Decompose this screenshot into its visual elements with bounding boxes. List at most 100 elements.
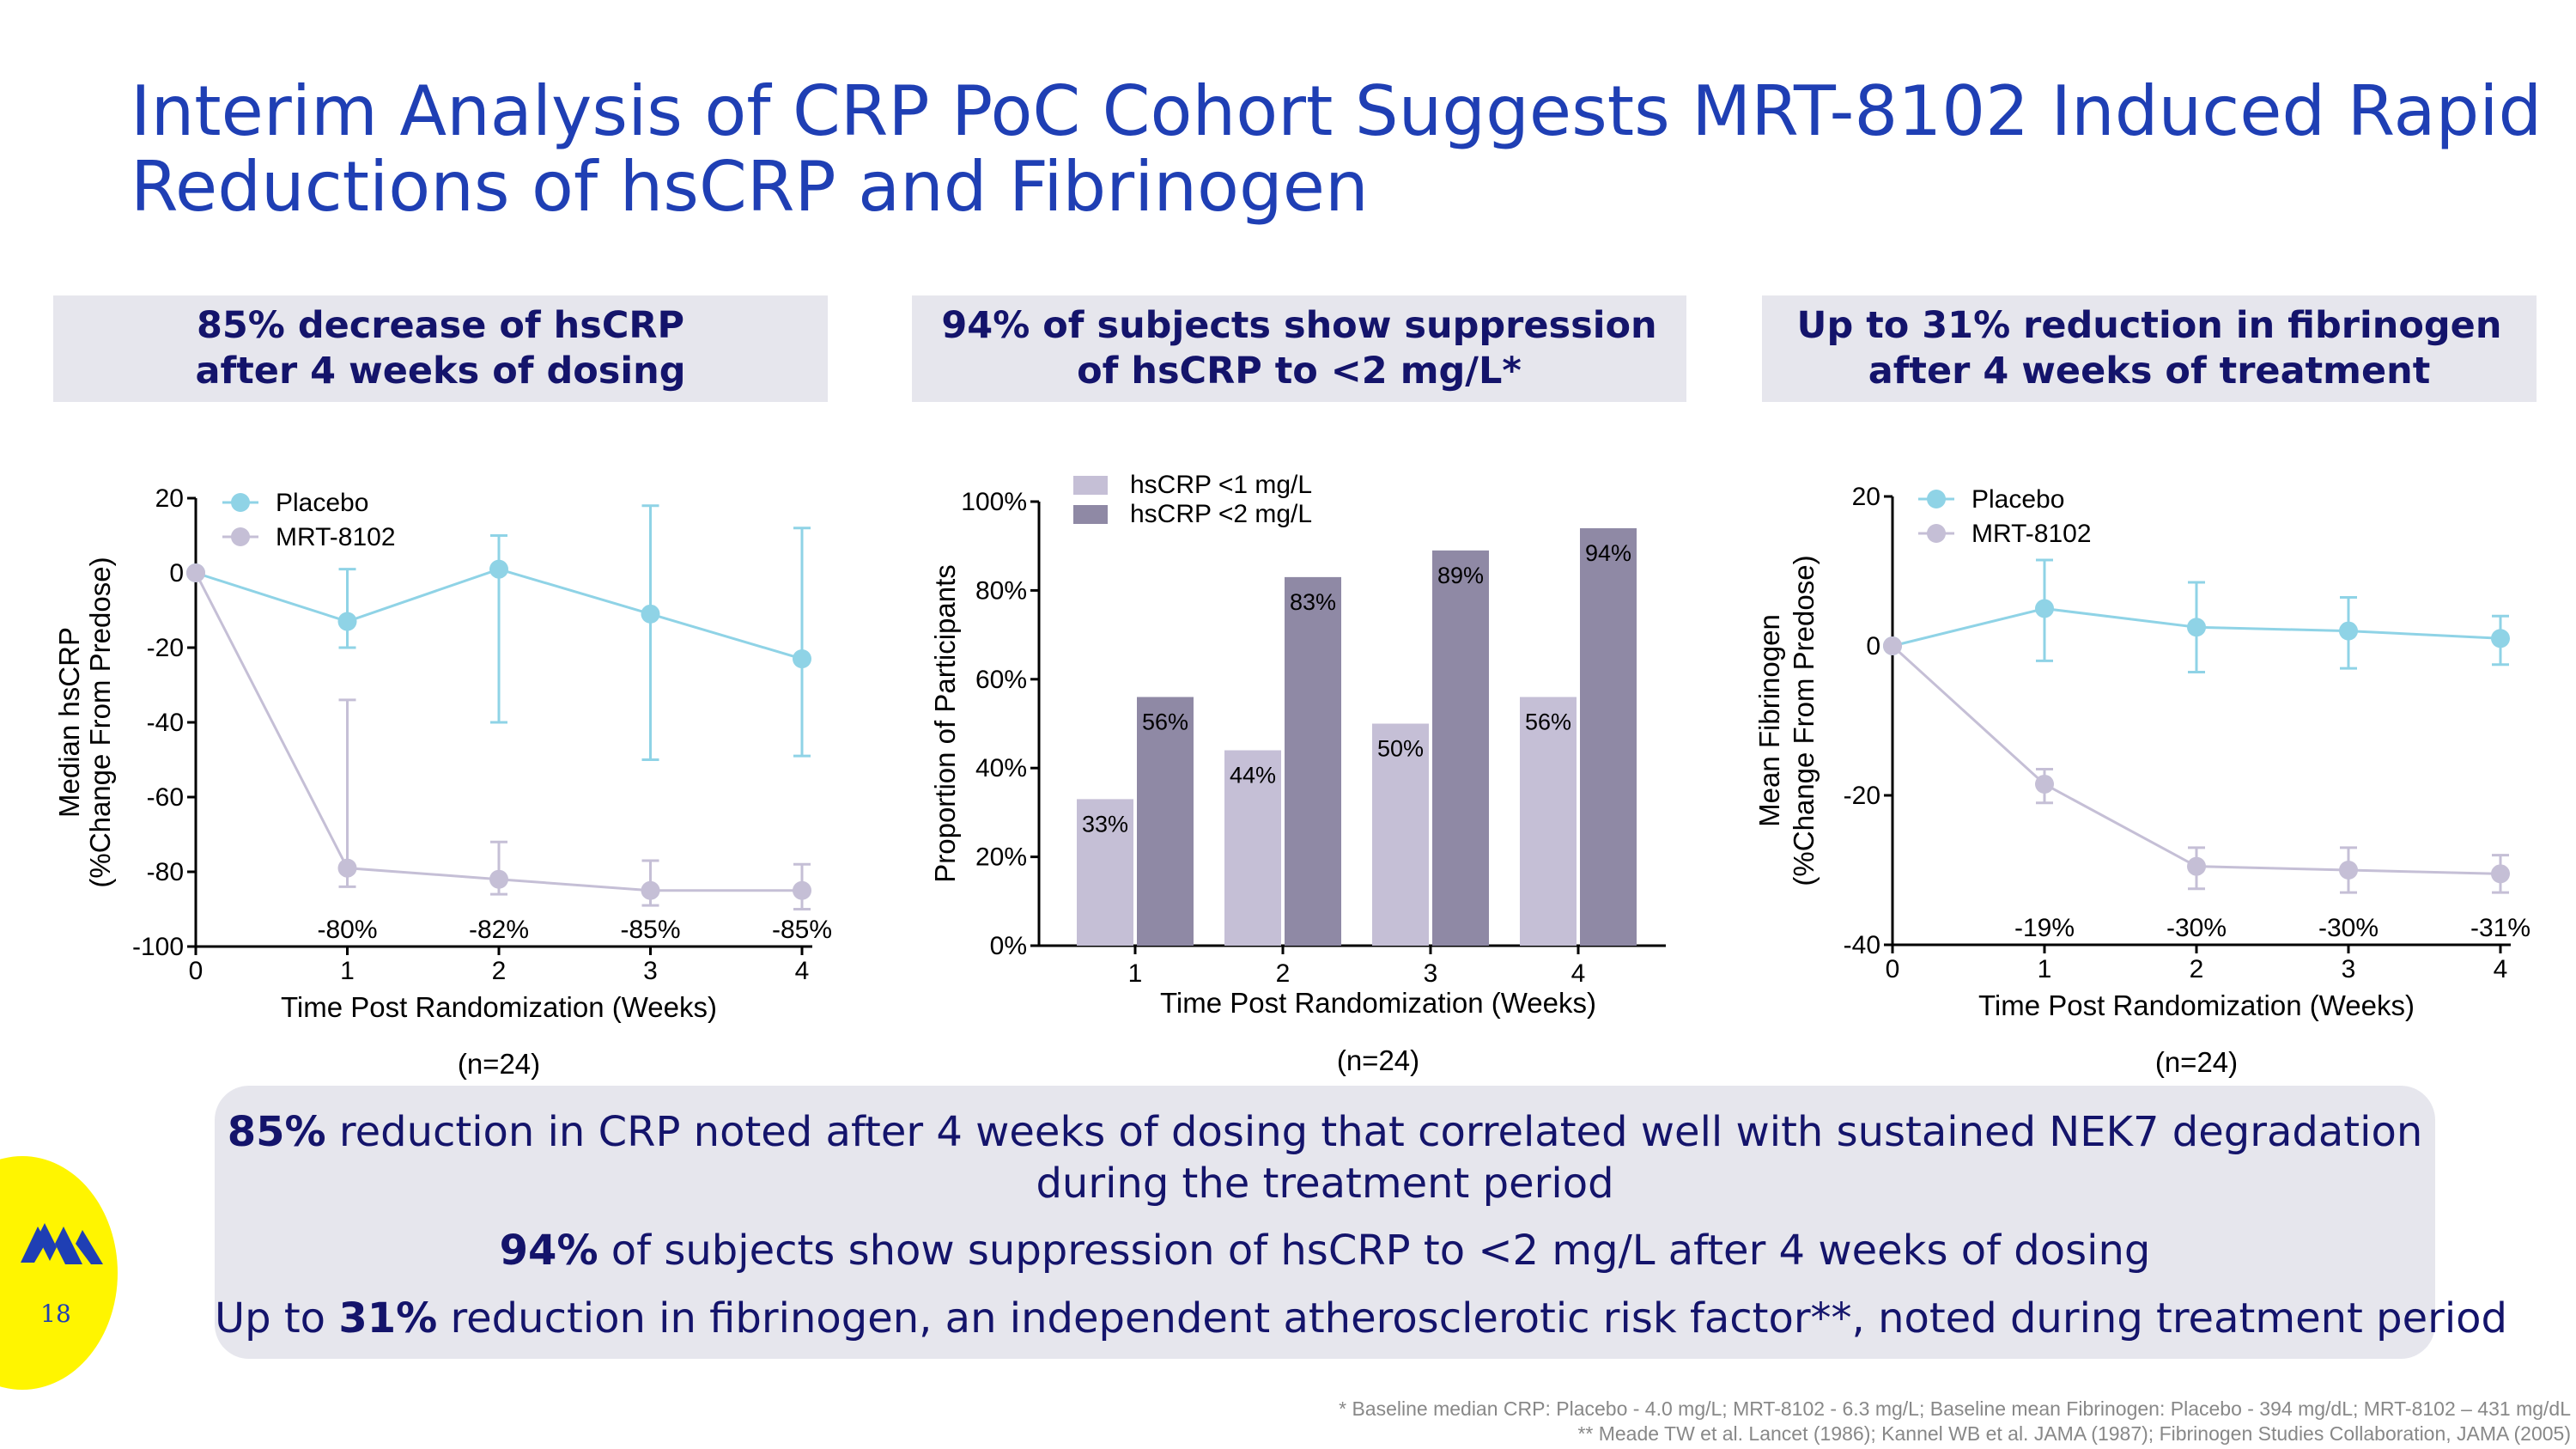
- summary-line2: during the treatment period: [215, 1160, 2435, 1208]
- legend-swatch: [1073, 476, 1108, 495]
- data-point: [641, 604, 660, 624]
- series-line-mrt-8102: [1891, 644, 2501, 875]
- slide-title: Interim Analysis of CRP PoC Cohort Sugge…: [131, 74, 2542, 227]
- bar-hscrp-lt2: [1137, 697, 1194, 946]
- bar-hscrp-lt1: [1224, 750, 1281, 946]
- company-logo-icon: [21, 1223, 103, 1264]
- summary-highlight: 31%: [338, 1294, 438, 1342]
- x-tick-label: 1: [1128, 959, 1143, 988]
- bar-label: 56%: [1525, 709, 1571, 734]
- data-point: [337, 858, 357, 878]
- data-point: [2491, 629, 2510, 648]
- summary-highlight: 85%: [227, 1108, 326, 1156]
- legend-swatch: [1073, 505, 1108, 524]
- y-axis-title: (%Change From Predose): [84, 557, 116, 887]
- data-point: [186, 563, 205, 582]
- x-tick-label: 0: [1886, 955, 1900, 983]
- x-axis-title: Time Post Randomization (Weeks): [281, 991, 717, 1023]
- data-label: -82%: [469, 916, 529, 944]
- bar-label: 94%: [1585, 540, 1631, 566]
- bar-hscrp-lt1: [1077, 799, 1133, 946]
- x-tick-label: 3: [643, 957, 658, 985]
- header-panel-suppression: 94% of subjects show suppression of hsCR…: [912, 295, 1686, 402]
- footnote-references: ** Meade TW et al. Lancet (1986); Kannel…: [1577, 1422, 2571, 1445]
- y-tick-label: 100%: [961, 488, 1027, 516]
- y-tick-label: -60: [147, 783, 184, 812]
- data-label: -19%: [2014, 914, 2075, 942]
- y-tick-label: 60%: [975, 666, 1027, 694]
- data-point: [2035, 774, 2054, 794]
- header-line1: 94% of subjects show suppression: [941, 304, 1657, 347]
- data-point: [2187, 856, 2206, 876]
- x-tick-label: 3: [2342, 955, 2356, 983]
- summary-text: reduction in CRP noted after 4 weeks of …: [325, 1108, 2423, 1156]
- bar-hscrp-lt2: [1580, 528, 1637, 946]
- summary-line1: 85% reduction in CRP noted after 4 weeks…: [215, 1108, 2435, 1156]
- n-label: (n=24): [1337, 1044, 1419, 1076]
- x-axis-title: Time Post Randomization (Weeks): [1160, 987, 1596, 1019]
- bar-label: 44%: [1230, 763, 1276, 788]
- x-tick-label: 2: [492, 957, 507, 985]
- bar-label: 33%: [1082, 811, 1128, 837]
- bar-hscrp-lt2: [1285, 576, 1341, 946]
- summary-highlight: 94%: [499, 1227, 598, 1275]
- y-tick-label: 20%: [975, 843, 1027, 872]
- data-label: -85%: [772, 916, 832, 944]
- summary-line4: Up to 31% reduction in fibrinogen, an in…: [215, 1294, 2507, 1342]
- y-tick-label: -20: [1844, 782, 1880, 810]
- data-point: [337, 612, 357, 631]
- data-label: -30%: [2166, 914, 2227, 942]
- page-number: 18: [40, 1300, 71, 1328]
- header-panel-hscrp: 85% decrease of hsCRP after 4 weeks of d…: [53, 295, 828, 402]
- y-tick-label: 0: [169, 559, 184, 588]
- legend-label: Placebo: [276, 489, 368, 517]
- bar-label: 50%: [1377, 736, 1424, 762]
- header-line1: 85% decrease of hsCRP: [196, 304, 685, 347]
- header-panel-fibrinogen: Up to 31% reduction in fibrinogen after …: [1762, 295, 2537, 402]
- y-tick-label: 20: [1852, 483, 1880, 511]
- legend-label: MRT-8102: [276, 523, 396, 551]
- x-tick-label: 2: [2190, 955, 2204, 983]
- y-tick-label: -80: [147, 858, 184, 886]
- page-badge: [0, 1156, 118, 1390]
- slide-title-line2: Reductions of hsCRP and Fibrinogen: [131, 147, 1369, 227]
- data-point: [489, 559, 508, 579]
- legend-marker: [1927, 524, 1946, 543]
- bar-hscrp-lt2: [1432, 550, 1489, 946]
- x-tick-label: 4: [795, 957, 810, 985]
- legend-marker: [1927, 490, 1946, 508]
- header-line2: after 4 weeks of treatment: [1868, 350, 2431, 393]
- data-point: [2035, 599, 2054, 618]
- bar-label: 56%: [1142, 709, 1188, 734]
- y-tick-label: 0: [1866, 632, 1880, 661]
- bar-label: 83%: [1290, 589, 1336, 615]
- n-label: (n=24): [458, 1048, 540, 1080]
- header-line1: Up to 31% reduction in fibrinogen: [1796, 304, 2502, 347]
- summary-line3: 94% of subjects show suppression of hsCR…: [215, 1227, 2435, 1275]
- y-tick-label: -100: [132, 933, 184, 961]
- x-tick-label: 1: [340, 957, 355, 985]
- legend-label: Placebo: [1971, 485, 2064, 514]
- data-point: [793, 649, 811, 669]
- y-tick-label: -40: [147, 709, 184, 737]
- data-label: -85%: [620, 916, 680, 944]
- y-axis-title: (%Change From Predose): [1788, 555, 1820, 886]
- x-tick-label: 0: [189, 957, 204, 985]
- x-tick-label: 3: [1424, 959, 1438, 988]
- y-tick-label: 80%: [975, 576, 1027, 605]
- summary-text: during the treatment period: [1036, 1160, 1614, 1208]
- bar-label: 89%: [1437, 563, 1484, 588]
- y-axis-title: Mean Fibrinogen: [1753, 614, 1785, 827]
- summary-text: of subjects show suppression of hsCRP to…: [598, 1227, 2151, 1275]
- bar-hscrp-lt1: [1372, 723, 1429, 946]
- summary-text: Up to: [215, 1294, 339, 1342]
- data-point: [2339, 861, 2358, 880]
- legend-label: hsCRP <1 mg/L: [1130, 471, 1312, 499]
- summary-panel: 85% reduction in CRP noted after 4 weeks…: [215, 1086, 2507, 1359]
- data-label: -80%: [317, 916, 377, 944]
- header-line2: of hsCRP to <2 mg/L*: [1077, 350, 1522, 393]
- data-point: [2187, 618, 2206, 637]
- legend-marker: [231, 493, 250, 512]
- y-axis-title: Median hsCRP: [53, 627, 85, 818]
